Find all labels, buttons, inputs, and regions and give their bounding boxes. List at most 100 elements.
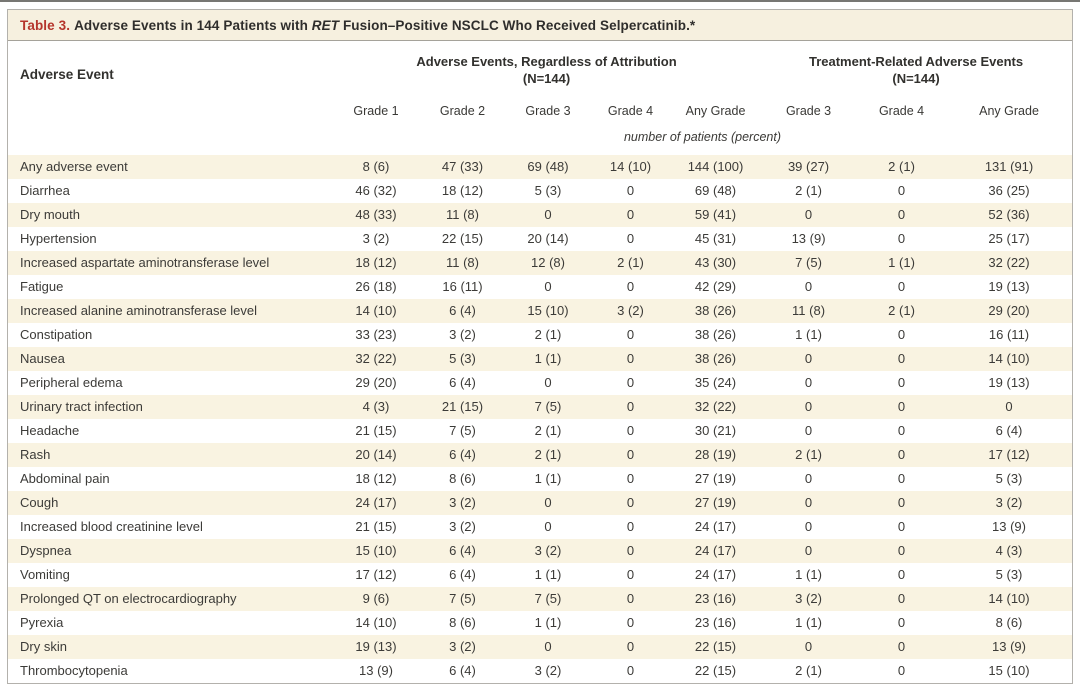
adverse-event-name: Dry skin: [20, 639, 67, 655]
value-cell-grade4: 0: [626, 447, 635, 463]
value-cell-tr-any-grade: 6 (4): [995, 423, 1023, 439]
table-row: Diarrhea 46 (32) 18 (12) 5 (3) 0 69 (48)…: [8, 179, 1072, 203]
table-body: Any adverse event 8 (6) 47 (33) 69 (48) …: [8, 154, 1072, 683]
value-cell-tr-grade3: 0: [804, 279, 813, 295]
value-cell-tr-grade4: 0: [897, 447, 906, 463]
value-cell-tr-grade4: 0: [897, 639, 906, 655]
value-cell-tr-grade4: 0: [897, 543, 906, 559]
title-text-after-gene: Fusion–Positive NSCLC Who Received Selpe…: [339, 18, 690, 33]
value-cell-grade2: 8 (6): [449, 615, 476, 631]
value-cell-grade1: 18 (12): [355, 255, 397, 271]
value-cell-tr-grade4: 0: [897, 399, 906, 415]
adverse-event-name: Thrombocytopenia: [20, 663, 128, 679]
value-cell-grade4: 0: [626, 471, 635, 487]
value-cell-tr-grade3: 39 (27): [787, 159, 830, 175]
value-cell-tr-grade3: 1 (1): [795, 615, 822, 631]
adverse-event-name: Constipation: [20, 327, 93, 343]
value-cell-grade4: 0: [626, 351, 635, 367]
group-header-treatment-related-n: (N=144): [892, 70, 940, 86]
table-row: Nausea 32 (22) 5 (3) 1 (1) 0 38 (26) 0 0…: [8, 346, 1072, 371]
adverse-event-name: Increased alanine aminotransferase level: [20, 303, 258, 319]
value-cell-tr-grade3: 1 (1): [795, 327, 822, 343]
value-cell-grade2: 21 (15): [441, 399, 484, 415]
value-cell-any-grade: 24 (17): [694, 519, 737, 535]
unit-note-spacer: [8, 123, 333, 155]
table-row: Hypertension 3 (2) 22 (15) 20 (14) 0 45 …: [8, 227, 1072, 251]
value-cell-grade1: 26 (18): [355, 279, 397, 295]
value-cell-tr-grade3: 0: [804, 639, 813, 655]
table-row: Prolonged QT on electrocardiography 9 (6…: [8, 586, 1072, 611]
grade-header-row: Grade 1 Grade 2 Grade 3 Grade 4 Any Grad…: [8, 89, 1072, 123]
value-cell-any-grade: 35 (24): [694, 375, 737, 391]
value-cell-tr-grade3: 0: [804, 519, 813, 535]
value-cell-tr-grade4: 0: [897, 591, 906, 607]
adverse-events-table: Adverse Event Adverse Events, Regardless…: [8, 41, 1072, 683]
value-cell-grade1: 19 (13): [355, 639, 397, 655]
value-cell-grade2: 6 (4): [449, 303, 476, 319]
value-cell-grade3: 20 (14): [527, 231, 569, 247]
value-cell-any-grade: 32 (22): [694, 399, 737, 415]
group-header-treatment-related-label: Treatment-Related Adverse Events: [808, 54, 1024, 69]
value-cell-grade1: 33 (23): [355, 327, 397, 343]
value-cell-tr-grade3: 0: [804, 207, 813, 223]
value-cell-grade2: 5 (3): [449, 351, 476, 367]
table-row: Dry mouth 48 (33) 11 (8) 0 0 59 (41) 0 0…: [8, 202, 1072, 227]
value-cell-grade2: 11 (8): [446, 255, 479, 271]
value-cell-grade1: 46 (32): [355, 183, 397, 199]
value-cell-grade2: 22 (15): [441, 231, 484, 247]
value-cell-grade1: 15 (10): [355, 543, 397, 559]
value-cell-grade2: 11 (8): [446, 207, 479, 223]
value-cell-tr-any-grade: 19 (13): [988, 375, 1030, 391]
table-row: Cough 24 (17) 3 (2) 0 0 27 (19) 0 0 3 (2…: [8, 490, 1072, 515]
value-cell-grade3: 2 (1): [534, 327, 562, 343]
value-cell-tr-grade3: 0: [804, 423, 813, 439]
adverse-event-name: Increased aspartate aminotransferase lev…: [20, 255, 270, 271]
value-cell-grade1: 24 (17): [355, 495, 397, 511]
value-cell-tr-grade3: 0: [804, 471, 813, 487]
column-header-any-grade: Any Grade: [685, 103, 746, 118]
value-cell-grade3: 3 (2): [534, 663, 562, 679]
value-cell-grade4: 0: [626, 183, 635, 199]
value-cell-grade4: 0: [626, 567, 635, 583]
value-cell-grade3: 0: [544, 207, 552, 223]
value-cell-tr-grade3: 2 (1): [795, 447, 822, 463]
value-cell-any-grade: 27 (19): [694, 495, 737, 511]
value-cell-grade4: 0: [626, 639, 635, 655]
table-row: Urinary tract infection 4 (3) 21 (15) 7 …: [8, 394, 1072, 419]
value-cell-grade2: 7 (5): [449, 423, 476, 439]
value-cell-grade2: 6 (4): [449, 375, 476, 391]
adverse-event-name: Rash: [20, 447, 51, 463]
column-header-grade1: Grade 1: [353, 103, 399, 118]
value-cell-grade4: 0: [626, 663, 635, 679]
value-cell-tr-any-grade: 13 (9): [992, 639, 1026, 655]
table-row: Constipation 33 (23) 3 (2) 2 (1) 0 38 (2…: [8, 323, 1072, 347]
column-header-tr-any-grade: Any Grade: [979, 103, 1039, 118]
value-cell-tr-any-grade: 19 (13): [988, 279, 1030, 295]
value-cell-tr-grade4: 0: [897, 663, 906, 679]
table-row: Rash 20 (14) 6 (4) 2 (1) 0 28 (19) 2 (1)…: [8, 442, 1072, 467]
value-cell-any-grade: 38 (26): [694, 327, 737, 343]
unit-note: number of patients (percent): [623, 129, 782, 144]
value-cell-grade3: 12 (8): [531, 255, 565, 271]
value-cell-tr-grade4: 1 (1): [888, 255, 915, 271]
value-cell-grade1: 21 (15): [355, 423, 397, 439]
value-cell-grade1: 4 (3): [362, 399, 390, 415]
value-cell-any-grade: 43 (30): [694, 255, 737, 271]
value-cell-grade2: 6 (4): [449, 663, 476, 679]
value-cell-tr-any-grade: 3 (2): [995, 495, 1023, 511]
value-cell-any-grade: 38 (26): [694, 351, 737, 367]
value-cell-grade3: 0: [544, 639, 552, 655]
value-cell-grade3: 7 (5): [534, 399, 562, 415]
value-cell-grade2: 6 (4): [449, 543, 476, 559]
value-cell-tr-any-grade: 13 (9): [992, 519, 1026, 535]
column-header-adverse-event: Adverse Event: [20, 67, 114, 82]
table-row: Fatigue 26 (18) 16 (11) 0 0 42 (29) 0 0 …: [8, 275, 1072, 299]
table-row: Thrombocytopenia 13 (9) 6 (4) 3 (2) 0 22…: [8, 659, 1072, 683]
value-cell-grade1: 14 (10): [355, 303, 397, 319]
value-cell-grade3: 69 (48): [527, 159, 569, 175]
column-header-tr-grade3: Grade 3: [785, 103, 832, 118]
table-row: Dry skin 19 (13) 3 (2) 0 0 22 (15) 0 0 1…: [8, 634, 1072, 659]
adverse-event-name: Abdominal pain: [20, 471, 110, 487]
value-cell-grade3: 7 (5): [534, 591, 562, 607]
value-cell-tr-grade4: 0: [897, 471, 906, 487]
